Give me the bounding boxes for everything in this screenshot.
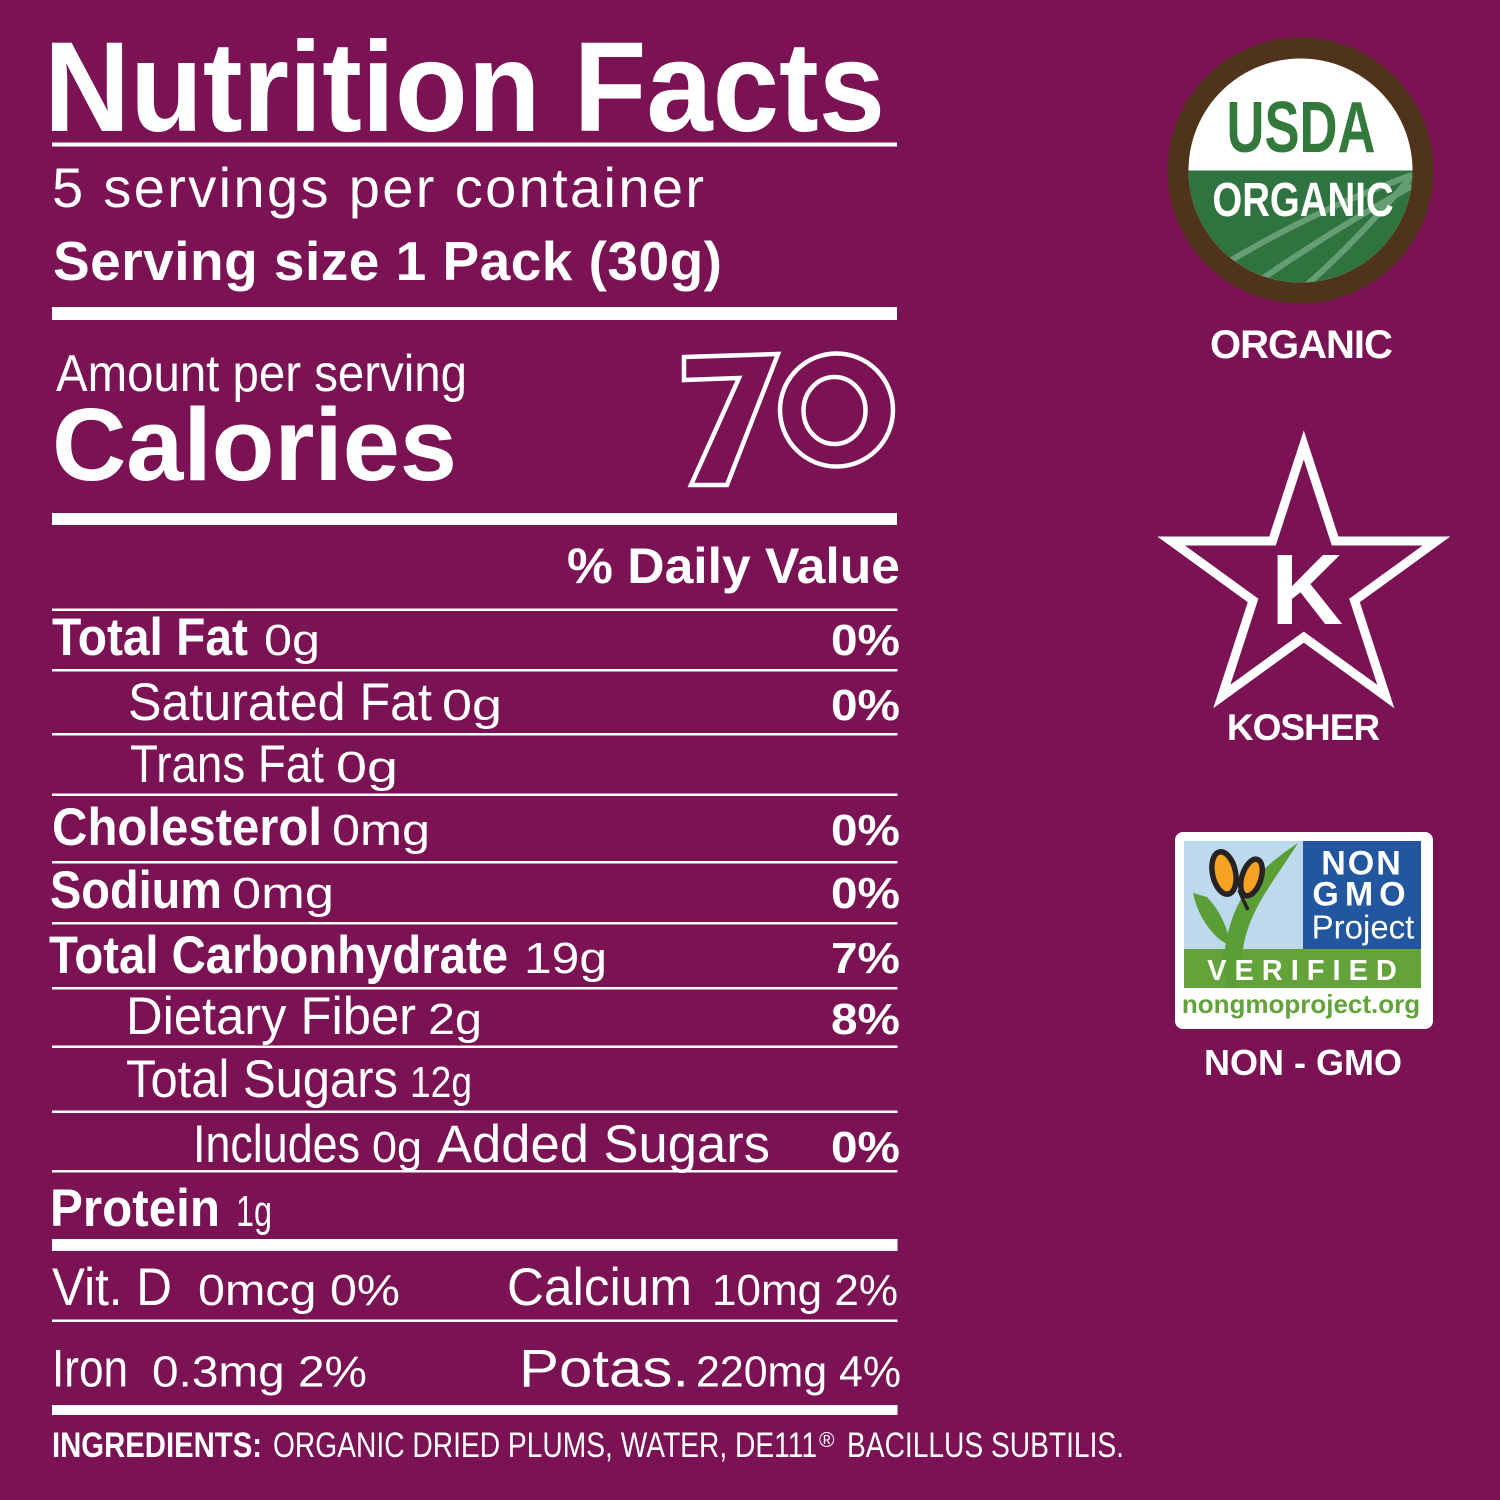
svg-text:10mg 2%: 10mg 2%: [712, 1266, 898, 1315]
svg-text:0mg: 0mg: [332, 806, 430, 855]
svg-text:19g: 19g: [524, 934, 607, 983]
svg-text:Potas.: Potas.: [519, 1340, 689, 1399]
svg-text:Iron: Iron: [52, 1340, 128, 1399]
svg-text:% Daily Value: % Daily Value: [567, 538, 900, 594]
svg-text:0g: 0g: [372, 1123, 422, 1172]
svg-text:Vit. D: Vit. D: [52, 1258, 172, 1317]
svg-text:Trans Fat: Trans Fat: [130, 735, 324, 794]
svg-text:GMO: GMO: [1312, 875, 1411, 913]
svg-text:Sodium: Sodium: [50, 861, 222, 920]
svg-text:NON - GMO: NON - GMO: [1204, 1042, 1402, 1083]
svg-text:0g: 0g: [442, 681, 502, 730]
svg-text:Added Sugars: Added Sugars: [437, 1115, 770, 1174]
svg-text:Dietary Fiber: Dietary Fiber: [126, 987, 416, 1046]
svg-text:ORGANIC DRIED PLUMS, WATER, DE: ORGANIC DRIED PLUMS, WATER, DE111: [273, 1426, 817, 1465]
svg-text:0.3mg 2%: 0.3mg 2%: [152, 1348, 367, 1397]
svg-text:5 servings per container: 5 servings per container: [52, 156, 704, 219]
svg-text:0%: 0%: [831, 1123, 900, 1172]
svg-text:0mg: 0mg: [232, 869, 334, 918]
svg-text:0g: 0g: [264, 616, 320, 665]
svg-text:Total Carbonhydrate: Total Carbonhydrate: [49, 926, 508, 985]
svg-text:USDA: USDA: [1227, 88, 1376, 168]
svg-text:0%: 0%: [831, 681, 900, 730]
svg-text:Nutrition Facts: Nutrition Facts: [44, 16, 885, 159]
svg-text:0mcg 0%: 0mcg 0%: [198, 1266, 400, 1315]
svg-text:0%: 0%: [831, 869, 900, 918]
svg-text:ORGANIC: ORGANIC: [1210, 323, 1392, 367]
svg-text:Calories: Calories: [52, 387, 457, 502]
svg-text:7%: 7%: [831, 934, 900, 983]
svg-text:0%: 0%: [831, 616, 900, 665]
svg-text:0%: 0%: [831, 806, 900, 855]
svg-text:INGREDIENTS:: INGREDIENTS:: [52, 1426, 262, 1465]
svg-text:NON: NON: [1321, 845, 1403, 883]
svg-text:2g: 2g: [428, 995, 482, 1044]
svg-text:12g: 12g: [410, 1058, 472, 1107]
svg-text:nongmoproject.org: nongmoproject.org: [1182, 989, 1420, 1019]
svg-text:8%: 8%: [831, 995, 900, 1044]
svg-text:Amount per serving: Amount per serving: [56, 345, 467, 403]
svg-text:Protein: Protein: [50, 1179, 220, 1238]
svg-text:BACILLUS SUBTILIS.: BACILLUS SUBTILIS.: [847, 1426, 1124, 1465]
svg-text:Project: Project: [1312, 909, 1415, 946]
svg-text:K: K: [1271, 534, 1343, 646]
svg-text:Cholesterol: Cholesterol: [52, 798, 322, 857]
svg-text:Total Sugars: Total Sugars: [126, 1050, 398, 1109]
svg-text:ORGANIC: ORGANIC: [1212, 174, 1393, 227]
svg-text:®: ®: [819, 1429, 835, 1452]
svg-text:0g: 0g: [336, 743, 398, 792]
svg-text:KOSHER: KOSHER: [1227, 707, 1380, 748]
svg-text:Total Fat: Total Fat: [52, 608, 248, 667]
svg-text:Saturated Fat: Saturated Fat: [128, 673, 432, 732]
svg-text:Serving size 1 Pack (30g): Serving size 1 Pack (30g): [53, 230, 722, 292]
svg-text:1g: 1g: [236, 1187, 272, 1236]
svg-text:VERIFIED: VERIFIED: [1207, 955, 1405, 987]
svg-text:Calcium: Calcium: [507, 1258, 692, 1317]
svg-text:220mg 4%: 220mg 4%: [696, 1348, 901, 1397]
svg-text:Includes: Includes: [193, 1115, 360, 1174]
